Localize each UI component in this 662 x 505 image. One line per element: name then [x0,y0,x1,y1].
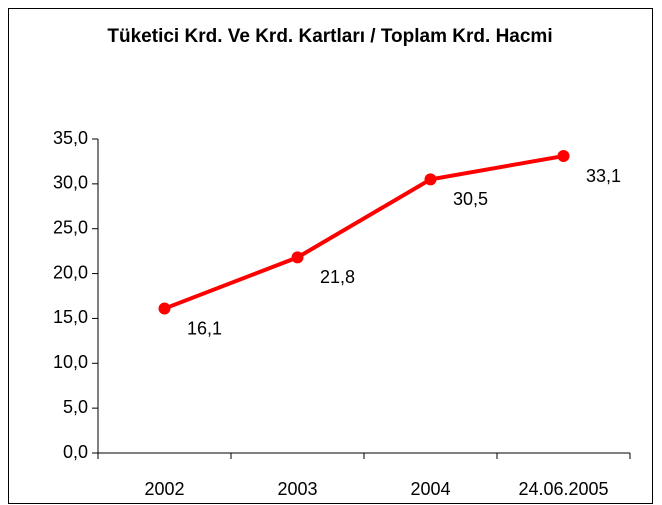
y-tick-label: 25,0 [53,217,88,237]
marker [158,302,171,315]
y-tick-label: 15,0 [53,307,88,327]
x-tick-label: 2002 [144,479,184,499]
y-tick-label: 5,0 [63,397,88,417]
marker [424,173,437,186]
marker [557,150,570,163]
y-tick-label: 30,0 [53,173,88,193]
data-label: 16,1 [187,318,222,338]
x-tick-label: 2004 [410,479,450,499]
y-tick-label: 35,0 [53,128,88,148]
data-label: 30,5 [453,189,488,209]
data-label: 21,8 [320,267,355,287]
x-tick-label: 2003 [277,479,317,499]
y-tick-label: 20,0 [53,262,88,282]
marker [291,251,304,264]
y-tick-label: 0,0 [63,442,88,462]
y-tick-label: 10,0 [53,352,88,372]
line [163,154,564,311]
chart-frame [8,8,653,504]
x-tick-label: 24.06.2005 [518,479,608,499]
data-label: 33,1 [586,166,621,186]
chart-title: Tüketici Krd. Ve Krd. Kartları / Toplam … [107,26,553,47]
